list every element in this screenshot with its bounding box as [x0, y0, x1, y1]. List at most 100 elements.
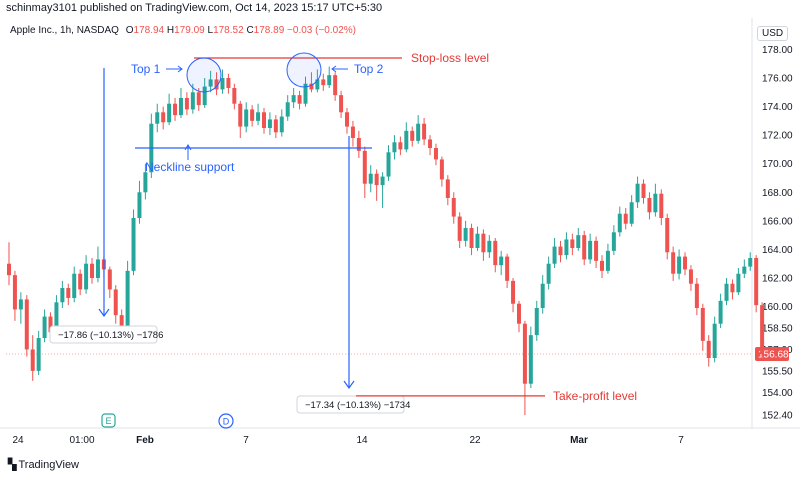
open-value: 178.94 [133, 25, 165, 36]
candle-body [724, 283, 729, 301]
time-tick-label: 7 [678, 435, 684, 446]
candle-body [552, 246, 557, 264]
candle-body [392, 142, 397, 153]
candle-body [291, 95, 296, 103]
candle-body [688, 269, 693, 284]
price-axis[interactable]: 178.00 176.00 174.00 172.00 170.00 168.00 166.… [6, 18, 793, 428]
candle-body [155, 112, 160, 124]
candle-body [12, 275, 17, 310]
candle-body [522, 323, 527, 384]
candle-body [167, 103, 172, 123]
currency-button[interactable]: USD [757, 26, 789, 41]
candle-body [748, 258, 753, 267]
neckline-arrow-icon [184, 144, 192, 160]
candle-body [48, 316, 53, 333]
candle-body [457, 216, 462, 241]
candle-body [718, 300, 723, 324]
candle-body [540, 283, 545, 308]
candle-body [250, 109, 255, 121]
candle-body [736, 273, 741, 293]
candle-body [629, 202, 634, 224]
candle-body [303, 83, 308, 104]
candle-body [611, 232, 616, 251]
candle-body [238, 103, 243, 127]
candle-body [505, 256, 510, 281]
price-tick-label: 152.40 [762, 411, 793, 422]
candle-body [95, 259, 100, 278]
time-tick-label: 14 [356, 435, 368, 446]
candle-body [582, 235, 587, 260]
price-tick-label: 154.00 [762, 388, 793, 399]
time-tick-label: Feb [136, 435, 154, 446]
tradingview-logo[interactable]: ▚ TradingView [8, 458, 79, 471]
symbol-name: Apple Inc., 1h, NASDAQ [10, 25, 119, 36]
candle-body [404, 130, 409, 150]
candle-body [564, 239, 569, 256]
time-tick-label: 24 [12, 435, 24, 446]
candle-body [380, 176, 385, 186]
candle-body [588, 240, 593, 260]
candle-body [623, 213, 628, 224]
take-profit-label: Take-profit level [553, 389, 637, 403]
candle-body [475, 233, 480, 248]
candle-body [516, 303, 521, 324]
candle-body [327, 75, 332, 86]
candle-body [647, 198, 652, 213]
candle-body [137, 192, 142, 218]
candle-body [386, 152, 391, 177]
candle-body [208, 79, 213, 87]
candle-body [487, 240, 492, 253]
candle-body [66, 288, 71, 298]
symbol-info: Apple Inc., 1h, NASDAQ O178.94 H179.09 L… [10, 25, 356, 36]
time-tick-label: 01:00 [69, 435, 94, 446]
candle-body [368, 173, 373, 184]
candle-body [350, 126, 355, 138]
candle-body [261, 112, 266, 128]
candle-body [600, 260, 604, 271]
candle-body [528, 335, 533, 384]
candle-body [511, 280, 516, 304]
price-tick-label: 172.00 [762, 131, 793, 142]
price-tick-label: 178.00 [762, 45, 793, 56]
earnings-marker-box [101, 413, 116, 428]
candle-body [131, 218, 136, 271]
candle-body [143, 172, 148, 193]
price-tick-label: 162.00 [762, 274, 793, 285]
top2-label: Top 2 [354, 62, 384, 76]
dividend-event-icon[interactable]: D [218, 413, 234, 429]
close-label: C [246, 25, 254, 36]
candle-body [546, 263, 551, 284]
top2-arrow-icon [331, 65, 348, 73]
candle-body [232, 88, 237, 104]
candle-body [451, 198, 456, 217]
earnings-event-icon[interactable]: E [101, 413, 116, 428]
candle-body [493, 240, 498, 266]
measure1-arrow-icon [98, 308, 110, 318]
candle-body [30, 349, 35, 371]
candle-body [469, 228, 474, 248]
candle-body [712, 323, 717, 358]
candle-body [576, 235, 581, 248]
candle-body [706, 340, 711, 358]
candle-body [333, 75, 338, 96]
earnings-marker-letter: E [105, 416, 111, 426]
candle-body [161, 112, 166, 123]
price-tick-label: 170.00 [762, 159, 793, 170]
tradingview-logo-text: TradingView [18, 459, 80, 471]
price-tick-label: 160.00 [762, 302, 793, 313]
candle-body [24, 299, 29, 350]
candle-body [339, 95, 344, 113]
top1-label: Top 1 [131, 62, 161, 76]
candle-body [173, 103, 178, 116]
time-axis[interactable]: 24 01:00 Feb 7 14 22 Mar 7 [0, 427, 800, 446]
candle-body [267, 119, 272, 128]
candle-body [90, 263, 95, 278]
candle-body [730, 283, 735, 293]
dividend-marker-letter: D [223, 417, 230, 427]
candle-body [694, 283, 699, 308]
candle-body [754, 258, 759, 306]
time-tick-label: 7 [243, 435, 249, 446]
publisher-line: schinmay3101 published on TradingView.co… [6, 2, 383, 14]
candle-body [665, 218, 670, 253]
